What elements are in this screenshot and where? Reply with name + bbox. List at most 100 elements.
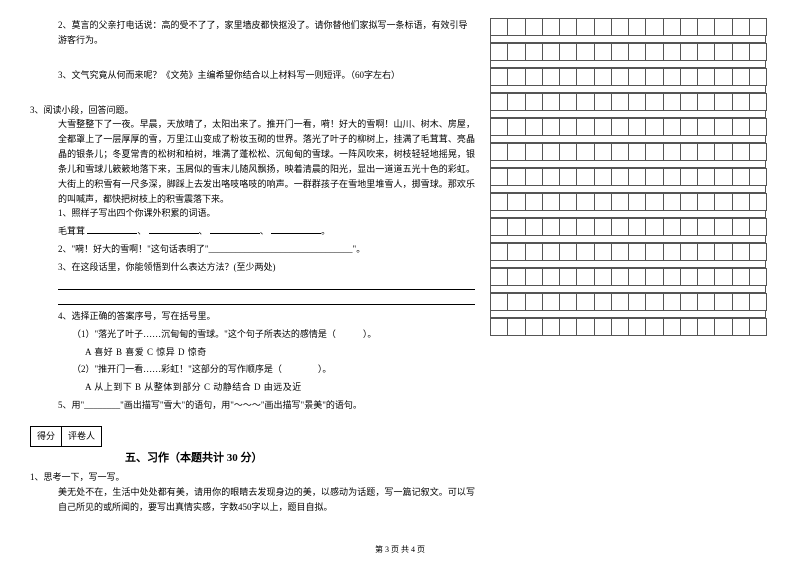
- grid-cell[interactable]: [629, 94, 646, 111]
- grid-cell[interactable]: [646, 94, 663, 111]
- grid-cell[interactable]: [733, 94, 750, 111]
- grid-cell[interactable]: [577, 319, 594, 336]
- grid-cell[interactable]: [508, 194, 525, 211]
- grid-cell[interactable]: [543, 119, 560, 136]
- grid-cell[interactable]: [543, 294, 560, 311]
- grid-cell[interactable]: [612, 69, 629, 86]
- grid-cell[interactable]: [698, 144, 715, 161]
- grid-cell[interactable]: [681, 244, 698, 261]
- grid-cell[interactable]: [595, 119, 612, 136]
- grid-cell[interactable]: [595, 194, 612, 211]
- grid-cell[interactable]: [508, 44, 525, 61]
- grid-cell[interactable]: [664, 19, 681, 36]
- grid-cell[interactable]: [491, 69, 508, 86]
- grid-cell[interactable]: [733, 194, 750, 211]
- blank-field[interactable]: [87, 224, 137, 234]
- grid-cell[interactable]: [698, 194, 715, 211]
- grid-cell[interactable]: [526, 94, 543, 111]
- grid-cell[interactable]: [491, 44, 508, 61]
- grid-cell[interactable]: [733, 294, 750, 311]
- grid-cell[interactable]: [508, 94, 525, 111]
- grid-cell[interactable]: [715, 194, 732, 211]
- grid-cell[interactable]: [715, 294, 732, 311]
- grid-cell[interactable]: [646, 169, 663, 186]
- grid-cell[interactable]: [595, 169, 612, 186]
- grid-cell[interactable]: [646, 294, 663, 311]
- grid-cell[interactable]: [491, 94, 508, 111]
- grid-cell[interactable]: [595, 69, 612, 86]
- grid-cell[interactable]: [560, 194, 577, 211]
- grid-cell[interactable]: [681, 319, 698, 336]
- grid-cell[interactable]: [560, 244, 577, 261]
- grid-cell[interactable]: [595, 294, 612, 311]
- grid-cell[interactable]: [664, 194, 681, 211]
- grid-cell[interactable]: [508, 19, 525, 36]
- grid-cell[interactable]: [629, 294, 646, 311]
- grid-cell[interactable]: [664, 244, 681, 261]
- grid-cell[interactable]: [560, 294, 577, 311]
- grid-cell[interactable]: [595, 144, 612, 161]
- grid-cell[interactable]: [526, 294, 543, 311]
- grid-cell[interactable]: [646, 244, 663, 261]
- grid-cell[interactable]: [543, 44, 560, 61]
- grid-cell[interactable]: [664, 144, 681, 161]
- grid-cell[interactable]: [595, 244, 612, 261]
- grid-cell[interactable]: [646, 119, 663, 136]
- grid-cell[interactable]: [612, 19, 629, 36]
- grid-cell[interactable]: [543, 244, 560, 261]
- grid-cell[interactable]: [664, 219, 681, 236]
- grid-cell[interactable]: [664, 169, 681, 186]
- grid-cell[interactable]: [491, 144, 508, 161]
- grid-cell[interactable]: [698, 319, 715, 336]
- grid-cell[interactable]: [595, 19, 612, 36]
- grid-cell[interactable]: [715, 269, 732, 286]
- grid-cell[interactable]: [543, 69, 560, 86]
- grid-cell[interactable]: [733, 19, 750, 36]
- grid-cell[interactable]: [664, 294, 681, 311]
- grid-cell[interactable]: [526, 44, 543, 61]
- grid-cell[interactable]: [646, 319, 663, 336]
- grid-cell[interactable]: [543, 94, 560, 111]
- grid-cell[interactable]: [491, 119, 508, 136]
- grid-cell[interactable]: [560, 219, 577, 236]
- grid-cell[interactable]: [491, 169, 508, 186]
- grid-cell[interactable]: [577, 219, 594, 236]
- grid-cell[interactable]: [750, 194, 767, 211]
- grid-cell[interactable]: [508, 269, 525, 286]
- grid-cell[interactable]: [681, 44, 698, 61]
- grid-cell[interactable]: [733, 219, 750, 236]
- grid-cell[interactable]: [543, 169, 560, 186]
- grid-cell[interactable]: [715, 119, 732, 136]
- grid-cell[interactable]: [508, 169, 525, 186]
- grid-cell[interactable]: [715, 169, 732, 186]
- grid-cell[interactable]: [629, 119, 646, 136]
- grid-cell[interactable]: [698, 69, 715, 86]
- grid-cell[interactable]: [560, 19, 577, 36]
- grid-cell[interactable]: [560, 144, 577, 161]
- grid-cell[interactable]: [698, 219, 715, 236]
- grid-cell[interactable]: [543, 219, 560, 236]
- grid-cell[interactable]: [612, 319, 629, 336]
- grid-cell[interactable]: [543, 144, 560, 161]
- grid-cell[interactable]: [577, 94, 594, 111]
- grid-cell[interactable]: [715, 319, 732, 336]
- grid-cell[interactable]: [715, 44, 732, 61]
- grid-cell[interactable]: [698, 44, 715, 61]
- grid-cell[interactable]: [681, 269, 698, 286]
- grid-cell[interactable]: [526, 144, 543, 161]
- grid-cell[interactable]: [750, 294, 767, 311]
- grid-cell[interactable]: [577, 169, 594, 186]
- grid-cell[interactable]: [715, 244, 732, 261]
- grid-cell[interactable]: [577, 119, 594, 136]
- grid-cell[interactable]: [750, 269, 767, 286]
- grid-cell[interactable]: [612, 44, 629, 61]
- grid-cell[interactable]: [560, 94, 577, 111]
- grid-cell[interactable]: [733, 119, 750, 136]
- grid-cell[interactable]: [543, 269, 560, 286]
- grid-cell[interactable]: [577, 294, 594, 311]
- grid-cell[interactable]: [733, 69, 750, 86]
- grid-cell[interactable]: [491, 19, 508, 36]
- grid-cell[interactable]: [698, 19, 715, 36]
- grid-cell[interactable]: [577, 194, 594, 211]
- grid-cell[interactable]: [750, 44, 767, 61]
